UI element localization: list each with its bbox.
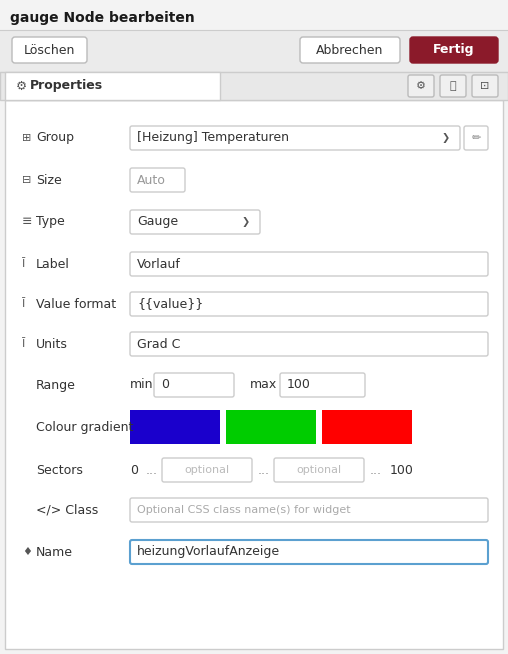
Text: ❯: ❯ xyxy=(442,133,450,143)
Text: Value format: Value format xyxy=(36,298,116,311)
Text: Ī: Ī xyxy=(22,259,25,269)
Text: ❯: ❯ xyxy=(242,217,250,227)
FancyBboxPatch shape xyxy=(162,458,252,482)
Text: gauge Node bearbeiten: gauge Node bearbeiten xyxy=(10,11,195,25)
Text: Colour gradient: Colour gradient xyxy=(36,421,134,434)
Text: Löschen: Löschen xyxy=(24,44,75,56)
Text: ...: ... xyxy=(258,464,270,477)
Bar xyxy=(130,410,220,444)
Text: ⚙: ⚙ xyxy=(16,80,27,92)
Text: ...: ... xyxy=(146,464,158,477)
Text: 100: 100 xyxy=(390,464,414,477)
Text: min: min xyxy=(130,379,153,392)
Text: Optional CSS class name(s) for widget: Optional CSS class name(s) for widget xyxy=(137,505,351,515)
Text: ♦: ♦ xyxy=(22,547,32,557)
FancyBboxPatch shape xyxy=(12,37,87,63)
FancyBboxPatch shape xyxy=(130,126,460,150)
Text: Name: Name xyxy=(36,545,73,559)
Text: ⊞: ⊞ xyxy=(22,133,31,143)
Text: </> Class: </> Class xyxy=(36,504,98,517)
Text: Sectors: Sectors xyxy=(36,464,83,477)
Bar xyxy=(226,410,316,444)
Bar xyxy=(0,30,508,72)
Text: Fertig: Fertig xyxy=(433,44,475,56)
Text: max: max xyxy=(250,379,277,392)
Bar xyxy=(5,72,220,100)
Text: ...: ... xyxy=(370,464,382,477)
Text: Type: Type xyxy=(36,216,65,228)
Text: Ī: Ī xyxy=(22,339,25,349)
Text: optional: optional xyxy=(184,465,230,475)
Text: Auto: Auto xyxy=(137,173,166,186)
FancyBboxPatch shape xyxy=(130,332,488,356)
Text: 100: 100 xyxy=(287,379,311,392)
FancyBboxPatch shape xyxy=(130,540,488,564)
Text: heizungVorlaufAnzeige: heizungVorlaufAnzeige xyxy=(137,545,280,559)
Bar xyxy=(5,100,503,649)
FancyBboxPatch shape xyxy=(154,373,234,397)
Bar xyxy=(0,72,508,100)
FancyBboxPatch shape xyxy=(440,75,466,97)
Text: ⊡: ⊡ xyxy=(480,81,490,91)
FancyBboxPatch shape xyxy=(130,168,185,192)
Text: ≡: ≡ xyxy=(22,216,33,228)
FancyBboxPatch shape xyxy=(300,37,400,63)
Text: Gauge: Gauge xyxy=(137,216,178,228)
FancyBboxPatch shape xyxy=(410,37,498,63)
Text: optional: optional xyxy=(297,465,341,475)
Text: ⊟: ⊟ xyxy=(22,175,31,185)
FancyBboxPatch shape xyxy=(130,498,488,522)
Text: {{value}}: {{value}} xyxy=(137,298,203,311)
Text: Group: Group xyxy=(36,131,74,145)
Text: 0: 0 xyxy=(161,379,169,392)
FancyBboxPatch shape xyxy=(280,373,365,397)
Text: Grad C: Grad C xyxy=(137,337,180,351)
FancyBboxPatch shape xyxy=(464,126,488,150)
FancyBboxPatch shape xyxy=(408,75,434,97)
Text: ⚙: ⚙ xyxy=(416,81,426,91)
Text: 0: 0 xyxy=(130,464,138,477)
Text: Units: Units xyxy=(36,337,68,351)
Text: Properties: Properties xyxy=(30,80,103,92)
Text: Ī: Ī xyxy=(22,299,25,309)
Text: Label: Label xyxy=(36,258,70,271)
Bar xyxy=(322,410,412,444)
Text: ✏: ✏ xyxy=(471,133,481,143)
Text: Abbrechen: Abbrechen xyxy=(316,44,384,56)
FancyBboxPatch shape xyxy=(274,458,364,482)
FancyBboxPatch shape xyxy=(130,252,488,276)
Text: [Heizung] Temperaturen: [Heizung] Temperaturen xyxy=(137,131,289,145)
Text: 🗋: 🗋 xyxy=(450,81,456,91)
Text: Vorlauf: Vorlauf xyxy=(137,258,181,271)
FancyBboxPatch shape xyxy=(130,210,260,234)
FancyBboxPatch shape xyxy=(472,75,498,97)
Text: Range: Range xyxy=(36,379,76,392)
Text: Size: Size xyxy=(36,173,62,186)
FancyBboxPatch shape xyxy=(130,292,488,316)
